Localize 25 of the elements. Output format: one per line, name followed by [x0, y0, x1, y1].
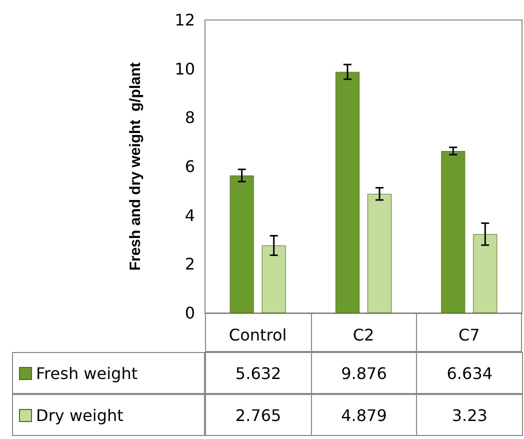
y-tick-label: 12 [174, 10, 195, 30]
y-tick-label: 8 [184, 108, 195, 128]
bar [368, 194, 392, 313]
data-label: 4.879 [310, 394, 418, 436]
x-tick-label: Control [228, 326, 287, 344]
bar [262, 245, 286, 313]
legend-label: Fresh weight [36, 364, 138, 382]
data-label: 2.765 [205, 394, 312, 436]
y-tick-label: 10 [174, 59, 195, 78]
bar [336, 72, 360, 313]
bar [473, 234, 498, 313]
bar [230, 175, 254, 313]
y-tick-label: 6 [184, 157, 195, 176]
data-label: 5.632 [205, 352, 312, 394]
legend-label: Dry weight [36, 406, 124, 424]
bar [441, 151, 466, 313]
data-label: 6.634 [416, 352, 523, 394]
y-tick-label: 4 [184, 206, 195, 225]
data-label: 9.876 [310, 352, 418, 394]
data-label: 3.23 [416, 394, 523, 436]
y-tick-label: 2 [184, 254, 195, 274]
x-tick-label: C2 [352, 326, 374, 344]
y-axis-title: Fresh and dry weight g/plant [127, 62, 144, 271]
x-tick-label: C7 [458, 326, 480, 344]
y-tick-label: 0 [184, 304, 195, 322]
